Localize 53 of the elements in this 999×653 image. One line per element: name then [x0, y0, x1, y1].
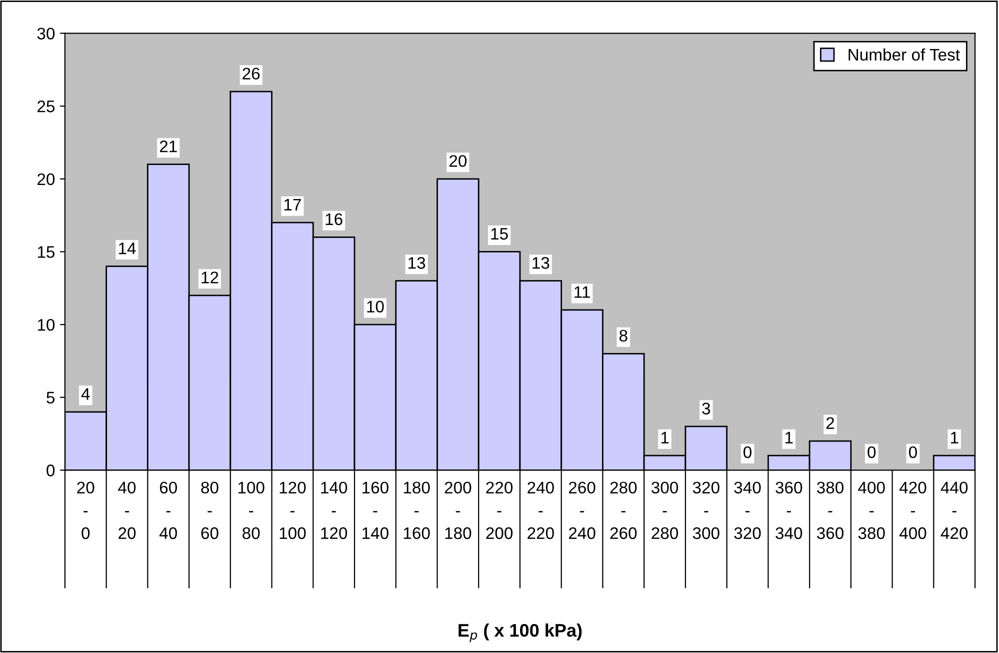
y-tick-label: 20 — [38, 173, 55, 186]
data-label: 0 — [908, 446, 917, 458]
data-label: 1 — [661, 432, 669, 444]
x-tick-label: 100 - 80 — [238, 482, 264, 540]
y-tick-label: 5 — [46, 392, 55, 404]
x-tick-label: 380 - 360 — [816, 482, 844, 540]
x-tick-label: 40 - 20 — [118, 482, 136, 540]
data-label: 0 — [744, 446, 752, 458]
x-tick-label: 60 - 40 — [159, 482, 177, 540]
x-tick-label: 440 - 420 — [940, 482, 968, 540]
x-tick-label: 420 - 400 — [899, 482, 926, 540]
data-label: 13 — [408, 257, 426, 269]
y-tick-label: 15 — [38, 246, 55, 258]
x-axis-title: E$_{p}$ ( x 100 kPa) — [458, 623, 582, 642]
x-tick-label: 260 - 240 — [568, 482, 596, 540]
x-tick-label: 120 - 100 — [280, 482, 306, 540]
x-tick-label: 320 - 300 — [692, 482, 720, 540]
data-label: 15 — [491, 228, 508, 240]
data-label: 0 — [868, 446, 876, 458]
data-label: 26 — [242, 68, 260, 80]
x-tick-label: 220 - 200 — [486, 482, 513, 540]
x-tick-label: 80 - 60 — [201, 482, 218, 540]
data-label: 11 — [574, 286, 590, 298]
data-label: 8 — [619, 330, 628, 342]
legend-label: Number of Test — [848, 48, 960, 61]
y-tick-label: 25 — [38, 100, 55, 112]
data-label: 1 — [950, 432, 958, 444]
x-tick-label: 140 - 120 — [321, 482, 348, 540]
data-label: 2 — [826, 417, 834, 429]
x-tick-label: 20 - 0 — [77, 482, 94, 540]
data-label: 20 — [450, 155, 467, 167]
data-label: 17 — [284, 198, 301, 210]
x-tick-label: 340 - 320 — [734, 482, 761, 540]
data-label: 10 — [367, 300, 384, 313]
y-tick-label: 10 — [38, 318, 55, 331]
data-label: 14 — [118, 242, 136, 254]
data-label: 3 — [702, 402, 710, 414]
x-tick-label: 360 - 340 — [776, 482, 802, 540]
y-tick-label: 0 — [46, 464, 55, 476]
x-tick-label: 240 - 220 — [528, 482, 554, 540]
data-label: 16 — [326, 213, 342, 226]
data-label: 13 — [532, 257, 550, 269]
data-label: 1 — [786, 432, 793, 444]
data-label: 4 — [81, 388, 90, 400]
x-tick-label: 280 - 260 — [610, 482, 637, 540]
x-tick-label: 160 - 140 — [362, 482, 388, 540]
x-tick-label: 300 - 280 — [652, 482, 678, 540]
x-tick-label: 180 - 160 — [404, 482, 430, 540]
x-tick-label: 400 - 380 — [858, 482, 885, 540]
data-label: 12 — [202, 272, 218, 284]
data-label: 21 — [160, 140, 177, 152]
y-tick-label: 30 — [37, 28, 55, 40]
x-tick-label: 200 - 180 — [444, 482, 472, 540]
